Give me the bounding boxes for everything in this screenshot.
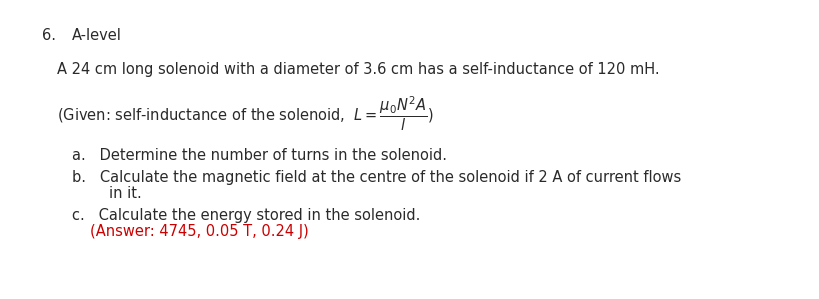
Text: in it.: in it. xyxy=(72,186,142,201)
Text: b.   Calculate the magnetic field at the centre of the solenoid if 2 A of curren: b. Calculate the magnetic field at the c… xyxy=(72,170,681,185)
Text: 6.: 6. xyxy=(42,28,56,43)
Text: c.   Calculate the energy stored in the solenoid.: c. Calculate the energy stored in the so… xyxy=(72,208,420,223)
Text: A 24 cm long solenoid with a diameter of 3.6 cm has a self-inductance of 120 mH.: A 24 cm long solenoid with a diameter of… xyxy=(57,62,659,77)
Text: (Given: self-inductance of the solenoid,  $L = \dfrac{\mu_0 N^2 A}{l}$): (Given: self-inductance of the solenoid,… xyxy=(57,95,433,133)
Text: (Answer: 4745, 0.05 T, 0.24 J): (Answer: 4745, 0.05 T, 0.24 J) xyxy=(90,224,309,239)
Text: A-level: A-level xyxy=(72,28,122,43)
Text: a.   Determine the number of turns in the solenoid.: a. Determine the number of turns in the … xyxy=(72,148,447,163)
